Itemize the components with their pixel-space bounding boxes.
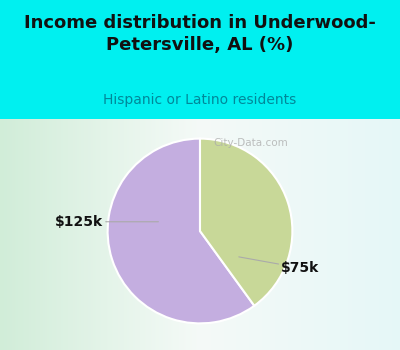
Text: City-Data.com: City-Data.com	[214, 138, 288, 148]
Text: Hispanic or Latino residents: Hispanic or Latino residents	[103, 93, 297, 107]
Wedge shape	[108, 139, 254, 323]
Wedge shape	[200, 139, 292, 306]
Text: Income distribution in Underwood-
Petersville, AL (%): Income distribution in Underwood- Peters…	[24, 14, 376, 54]
Text: $125k: $125k	[55, 215, 158, 229]
Text: $75k: $75k	[239, 257, 320, 275]
